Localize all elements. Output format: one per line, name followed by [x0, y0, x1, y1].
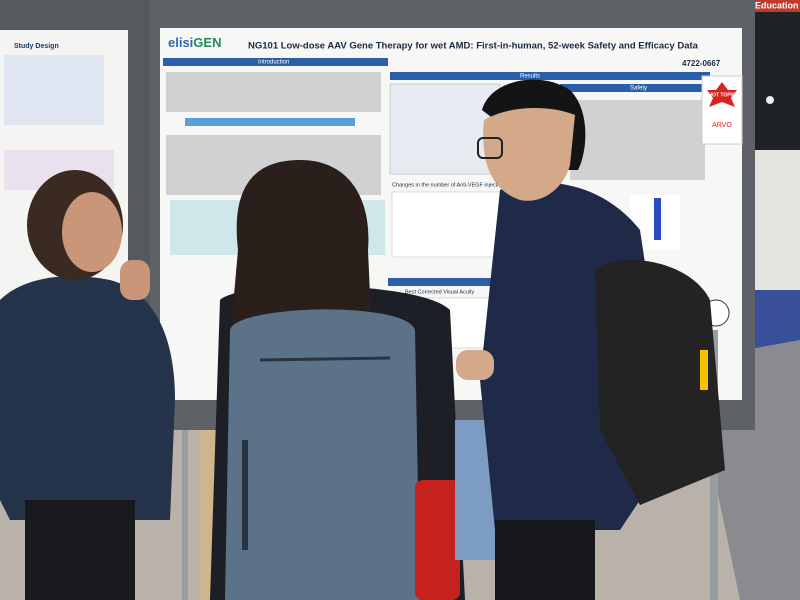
poster-id: 4722-0667 [682, 59, 721, 68]
section-bar [560, 84, 710, 92]
backpack-zipper [242, 440, 248, 550]
poster-title: NG101 Low-dose AAV Gene Therapy for wet … [248, 41, 699, 52]
chart-heading: Changes in the number of Anti-VEGF injec… [392, 182, 508, 188]
poster-text-block [166, 72, 705, 195]
badge-org: ARVO [712, 122, 732, 129]
section-heading: Introduction [258, 60, 289, 66]
gene-diagram [185, 118, 355, 126]
shape [166, 72, 381, 112]
logo-suffix: GEN [193, 35, 221, 50]
person-face [483, 108, 575, 201]
person-pants [495, 520, 595, 600]
person-jacket [0, 276, 175, 520]
baseline-table [389, 83, 501, 175]
ceiling-light [766, 96, 774, 104]
logo-prefix: elisi [168, 35, 193, 50]
section-heading: Results [520, 74, 540, 80]
person-face [62, 192, 122, 272]
backpack-tag [700, 350, 708, 390]
section-bar [390, 72, 710, 80]
section-bar [388, 278, 513, 286]
section-heading: Safety [630, 86, 647, 92]
study-design-graphic [4, 55, 104, 125]
person-hand [120, 260, 150, 300]
section-bar [163, 58, 388, 66]
person-pants [25, 500, 135, 600]
badge-text: HOT TOPIC [708, 92, 736, 98]
backpack [595, 260, 725, 505]
badge-star [707, 82, 737, 107]
shape [570, 100, 705, 180]
person-hand [456, 350, 494, 380]
left-poster-heading: Study Design [14, 43, 59, 50]
glasses [477, 137, 503, 159]
person-hair [230, 160, 372, 340]
backpack [225, 309, 420, 600]
backpack-zipper [259, 356, 391, 362]
red-bag [415, 480, 460, 600]
sign [752, 0, 800, 12]
bcva-heading: Best Corrected Visual Acuity [405, 289, 475, 295]
sign-text: Education [755, 0, 799, 10]
bar [654, 198, 661, 240]
poster-logo: elisiGEN [168, 35, 221, 50]
pole [182, 430, 188, 600]
